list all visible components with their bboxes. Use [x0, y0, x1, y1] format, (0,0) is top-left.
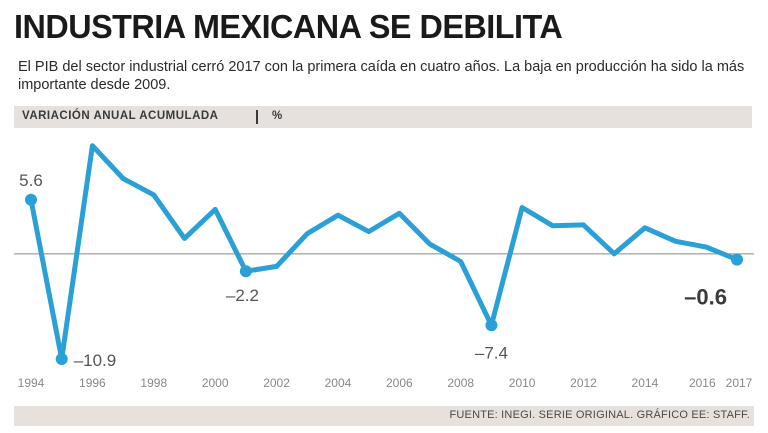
data-point-marker	[55, 353, 68, 366]
x-tick-label: 1994	[18, 376, 45, 390]
x-tick-label: 2006	[386, 376, 413, 390]
unit-strip-label: VARIACIÓN ANUAL ACUMULADA	[22, 110, 219, 122]
x-tick-label: 2012	[570, 376, 597, 390]
footer-strip	[14, 406, 754, 426]
x-tick-label: 2014	[632, 376, 659, 390]
unit-strip	[14, 106, 752, 128]
data-point-marker	[239, 265, 252, 278]
chart-subtitle: El PIB del sector industrial cerró 2017 …	[18, 59, 745, 93]
data-point-marker	[731, 253, 743, 266]
data-label: 5.6	[19, 171, 43, 190]
x-tick-label: 2010	[509, 376, 536, 390]
x-tick-label: 2004	[325, 376, 352, 390]
x-tick-label: 2000	[202, 376, 229, 390]
source-note: FUENTE: INEGI. SERIE ORIGINAL. GRÁFICO E…	[449, 409, 750, 421]
chart-title: INDUSTRIA MEXICANA SE DEBILITA	[14, 8, 563, 45]
data-label: –7.4	[475, 343, 508, 362]
data-label: –0.6	[684, 285, 727, 310]
x-tick-label: 1996	[79, 376, 106, 390]
x-tick-label: 2002	[263, 376, 290, 390]
x-tick-label: 1998	[140, 376, 167, 390]
data-label: –2.2	[226, 286, 259, 305]
unit-strip-unit: %	[272, 110, 283, 122]
data-label: –10.9	[74, 351, 117, 370]
x-tick-label: 2017	[726, 376, 753, 390]
series-line	[28, 143, 740, 362]
unit-strip-separator	[256, 110, 258, 124]
data-point-marker	[25, 193, 37, 206]
data-point-marker	[485, 319, 498, 332]
x-tick-label: 2008	[447, 376, 474, 390]
x-tick-label: 2016	[689, 376, 716, 390]
